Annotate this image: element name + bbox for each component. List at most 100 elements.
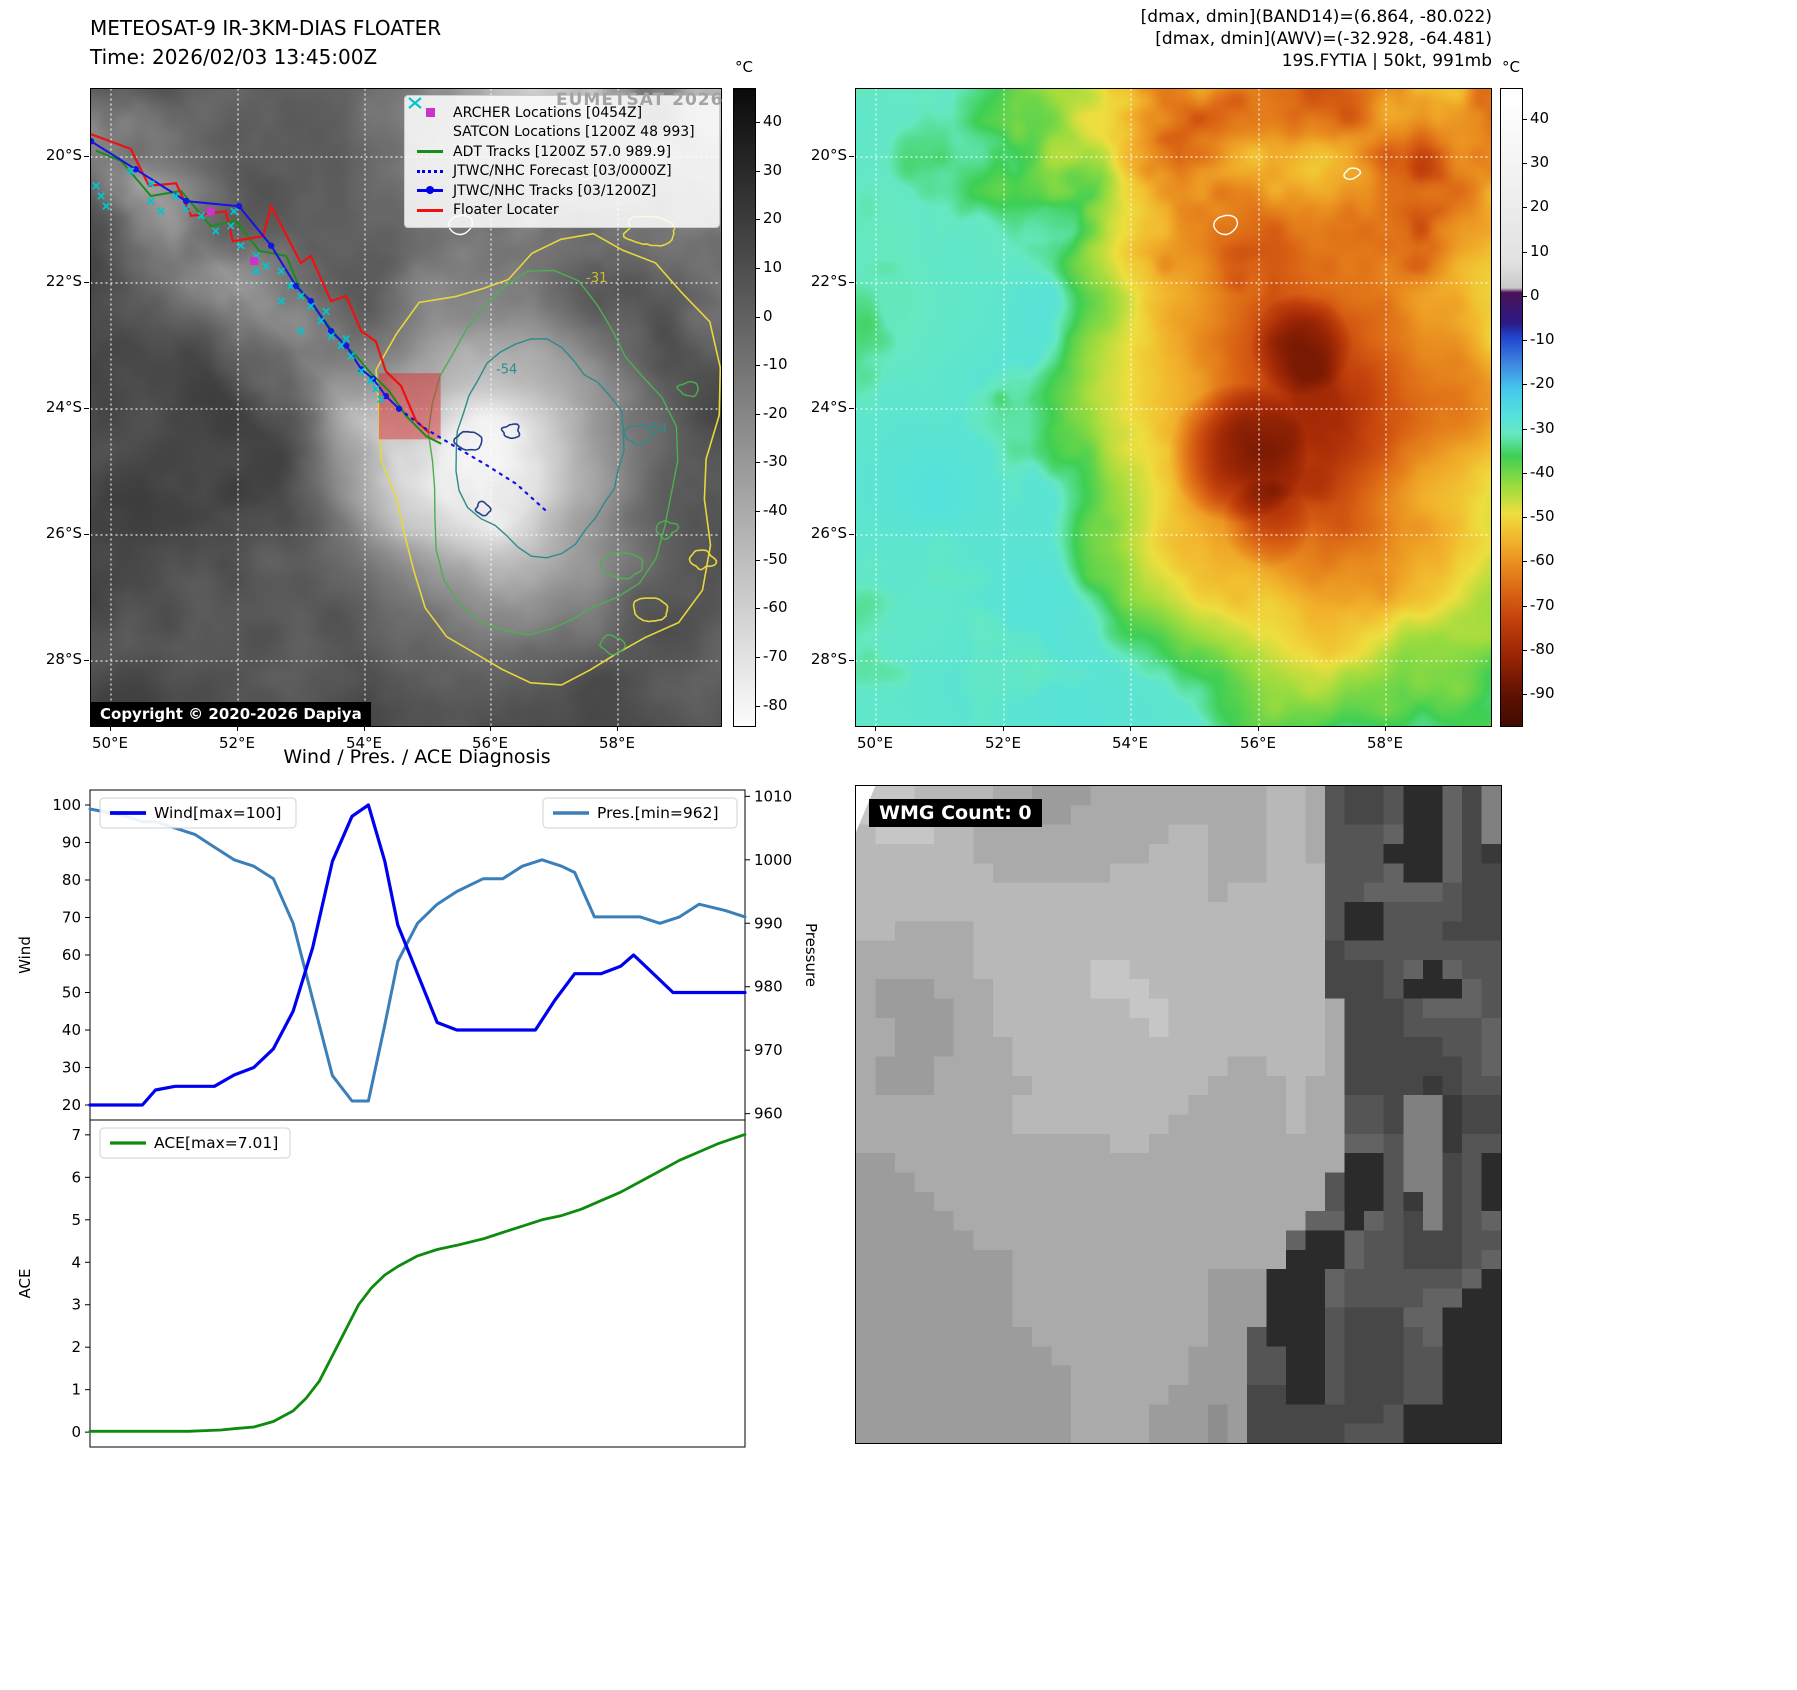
copyright-label: Copyright © 2020-2026 Dapiya [91,702,371,726]
pressure-tick-label: 970 [754,1041,783,1059]
wind-tick-label: 80 [62,871,81,889]
colorbar-tick-label: -50 [763,549,788,568]
colorbar-tick-label: 20 [1530,197,1550,216]
archer-marker [206,207,215,216]
pressure-legend-box [542,797,738,829]
colorbar-tick-mark [1523,118,1527,120]
colorbar-tick-mark [1523,428,1527,430]
colorbar-tick-label: -20 [1530,374,1555,393]
wind-tick-label: 30 [62,1059,81,1077]
ace-tick-label: 3 [71,1296,81,1314]
band14-range-label: [dmax, dmin](BAND14)=(6.864, -80.022) [1140,7,1492,27]
contour-yellow [375,232,721,686]
y-tick-label: 24°S [45,398,82,416]
contour-navy [453,423,521,517]
y-tick-mark [849,534,854,535]
satellite-image-time: Time: 2026/02/03 13:45:00Z [90,45,378,69]
colorbar-tick-mark [1523,561,1527,563]
island-coastline [1213,214,1239,236]
satcon-x-icon [408,97,422,109]
colorbar-tick-mark [1523,472,1527,474]
y-tick-mark [84,660,89,661]
y-tick-mark [849,282,854,283]
colorbar-tick-label: -70 [1530,595,1555,614]
colorbar-tick-label: 0 [1530,285,1540,304]
legend-item: ARCHER Locations [0454Z] [415,103,711,123]
island-coastline [1343,167,1362,181]
enhanced-map-overlay [856,89,1491,726]
wind-line [88,803,747,1107]
colorbar-tick-mark [1523,295,1527,297]
colorbar-tick-mark [1523,694,1527,696]
x-tick-label: 58°E [598,734,636,752]
colorbar-tick-mark [1523,605,1527,607]
ace-tick-label: 0 [71,1423,81,1441]
wmg-image-panel: WMG Count: 0 [855,785,1502,1444]
line-legend-marker [415,208,445,212]
contour-teal [455,338,625,559]
y-tick-label: 20°S [810,146,847,164]
graticule [856,89,1491,726]
x-tick-mark [1130,726,1131,731]
x-tick-label: 50°E [856,734,894,752]
colorbar-tick-label: -10 [763,355,788,374]
jtwc-track-point [342,342,350,349]
colorbar-tick-label: -60 [763,598,788,617]
x-tick-label: 56°E [1239,734,1277,752]
legend-item: ADT Tracks [1200Z 57.0 989.9] [415,142,711,162]
y-tick-label: 22°S [45,272,82,290]
contour-yellow [375,215,721,686]
x-tick-mark [617,726,618,731]
satcon-x-markers [92,167,385,404]
colorbar-tick-mark [756,656,760,658]
archer-marker [250,256,259,265]
ace-tick-label: 6 [71,1168,81,1186]
enhanced-ir-map [855,88,1492,727]
legend-item: JTWC/NHC Tracks [03/1200Z] [415,181,711,201]
colorbar-tick-label: -30 [1530,418,1555,437]
ir-satellite-map: -31 -54 -54 ARCHER Locations [0454Z] SATCON… [90,88,722,727]
colorbar-tick-label: 10 [1530,241,1550,260]
ace-legend-label: ACE[max=7.01] [154,1134,278,1152]
contour-green [598,634,627,656]
jtwc-track-point [358,366,365,373]
y-tick-label: 28°S [45,650,82,668]
line-dot-legend-marker [415,186,445,195]
ace-line [88,1133,747,1433]
track-line-icon [417,150,443,154]
contour-green [676,380,699,398]
colorbar-tick-label: 10 [763,257,783,276]
jtwc-track-point [182,197,190,205]
x-tick-mark [110,726,111,731]
pressure-tick-label: 980 [754,978,783,996]
jtwc-track-point [91,138,95,145]
colorbar-tick-label: 40 [1530,108,1550,127]
colorbar-tick-mark [756,511,760,513]
colorbar-tick-label: 30 [763,160,783,179]
enhanced-colorbar [1500,88,1523,727]
track-dot [426,186,434,195]
x-tick-mark [490,726,491,731]
x-tick-label: 54°E [1111,734,1149,752]
x-tick-label: 52°E [984,734,1022,752]
y-tick-mark [84,156,89,157]
legend-item: SATCON Locations [1200Z 48 993] [408,97,711,143]
line-legend-marker [415,150,445,154]
contour-label: -54 [496,363,517,378]
wind-axis-title: Wind [16,936,34,974]
contour-teal [623,423,655,446]
colorbar-tick-mark [756,365,760,367]
pressure-line [88,807,747,1103]
ir-colorbar-unit: °C [735,58,753,76]
jtwc-forecast-line [398,407,547,512]
legend-item: Floater Locater [415,201,711,221]
jtwc-track-point [382,392,390,400]
y-tick-label: 24°S [810,398,847,416]
wind-tick-label: 50 [62,984,81,1002]
map-legend: ARCHER Locations [0454Z] SATCON Locations… [404,95,720,228]
colorbar-tick-mark [756,608,760,610]
colorbar-tick-label: 0 [763,306,773,325]
colorbar-tick-label: -30 [763,452,788,471]
forecast-dotted-icon [417,169,443,173]
x-tick-mark [1258,726,1259,731]
